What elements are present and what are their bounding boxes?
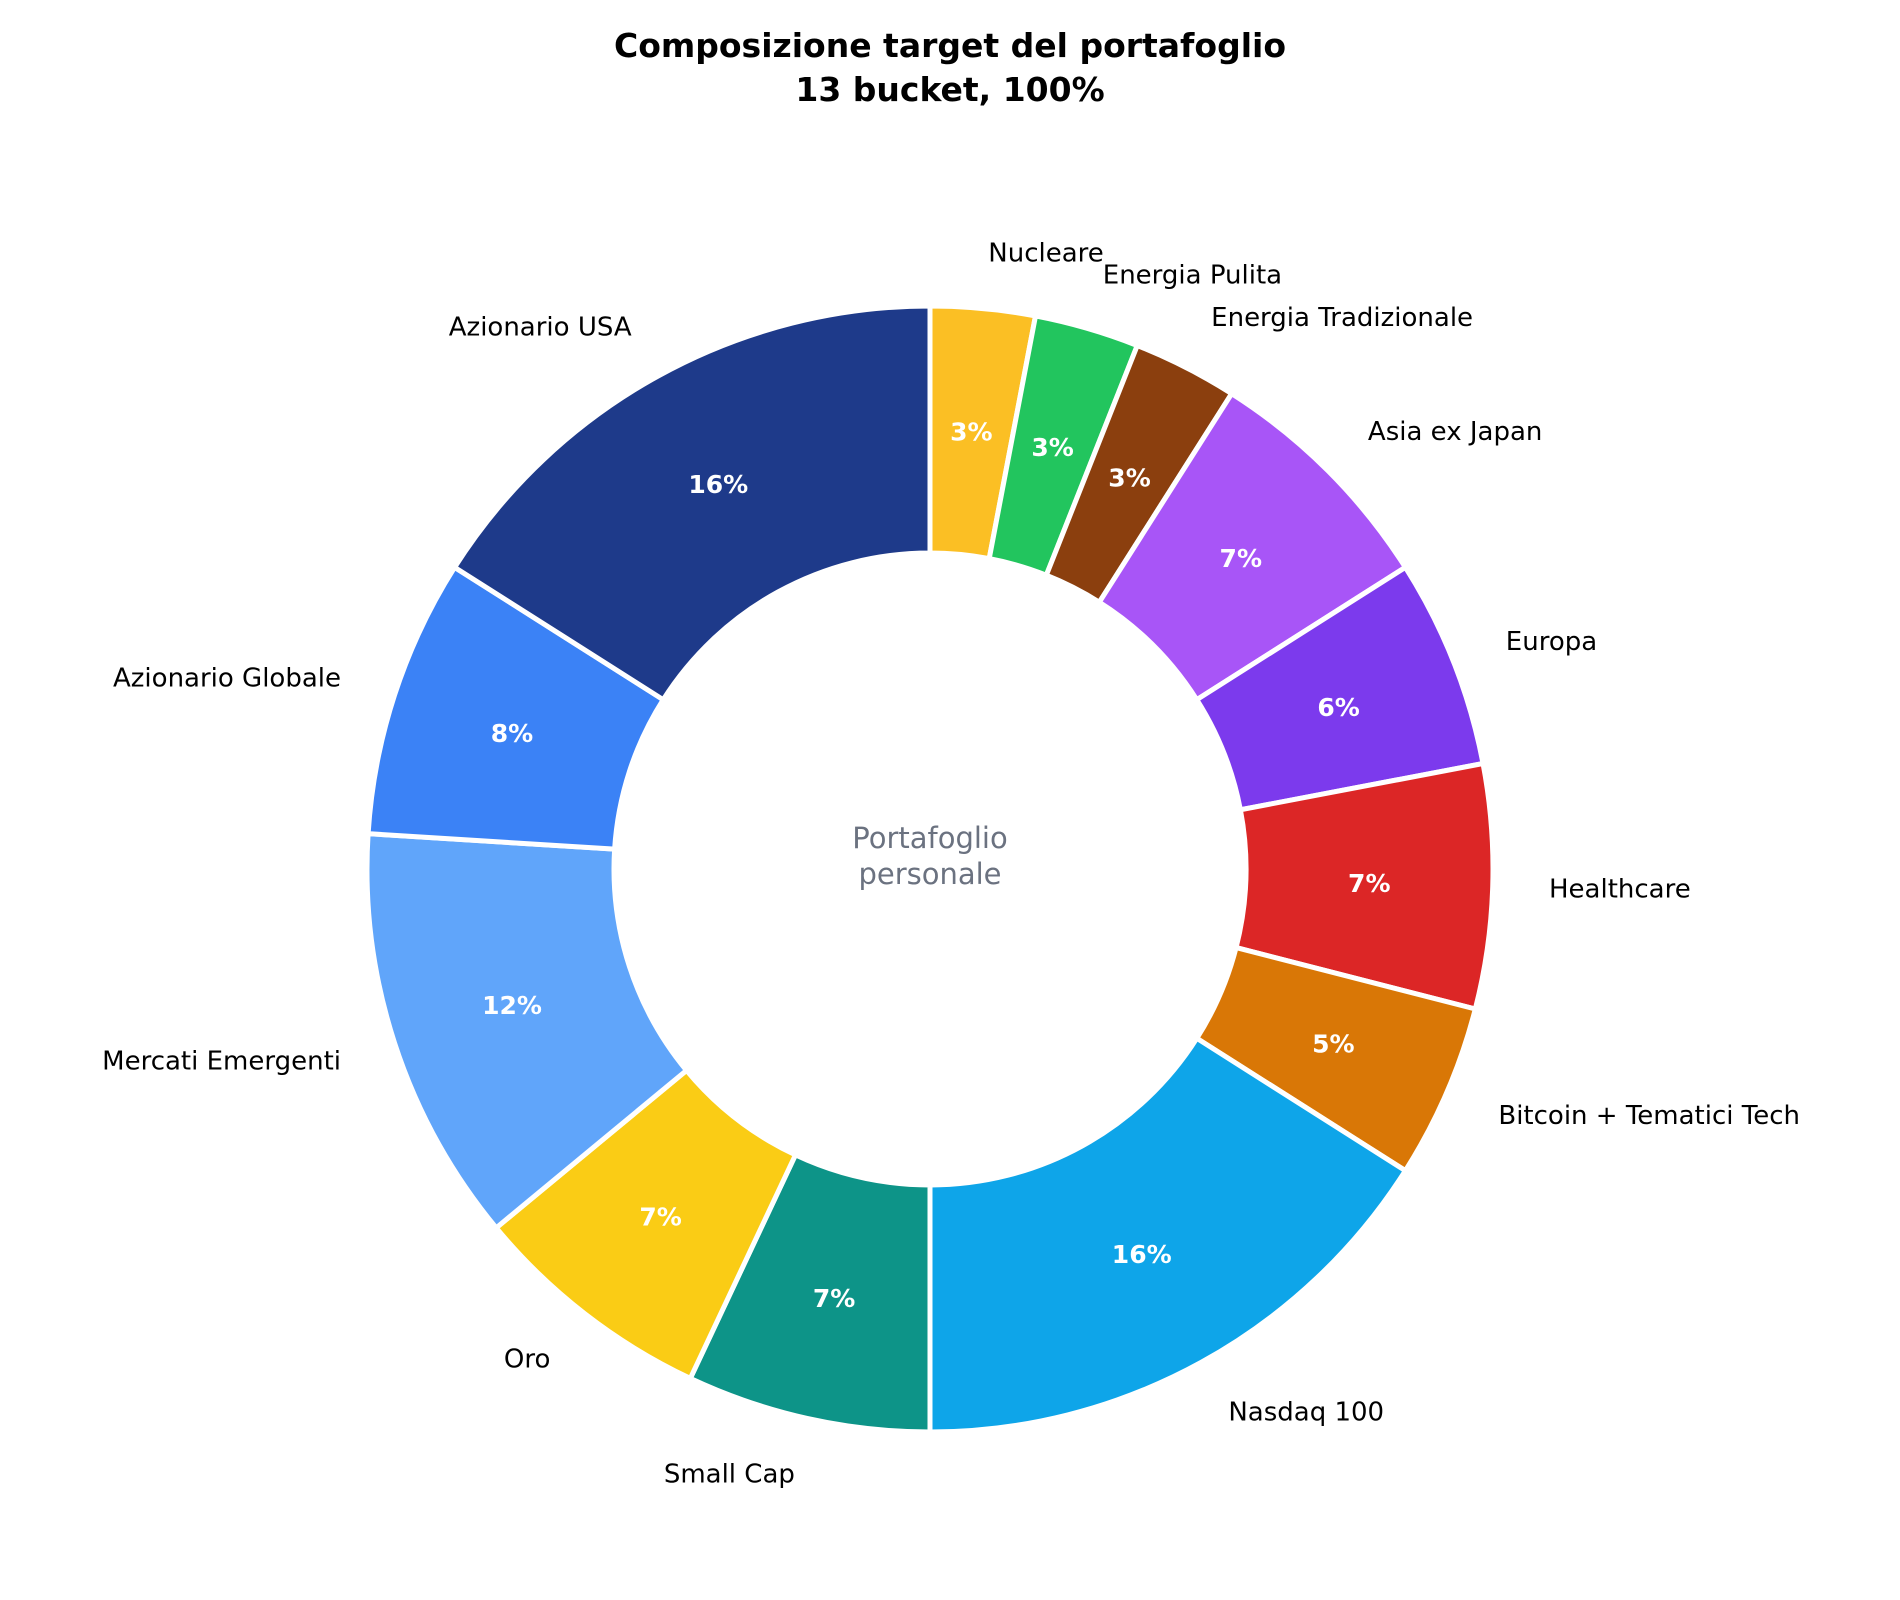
category-label-nucleare: Nucleare (988, 238, 1104, 268)
percent-labels-group: 3% 3% 3% 7% 6% 7% 5% 16% 7% 7% 12% 8% 16% (482, 417, 1390, 1312)
pct-label-bitcoin-tematici-tech: 5% (1312, 1030, 1354, 1059)
category-label-energia-pulita: Energia Pulita (1103, 260, 1282, 290)
pct-label-nasdaq-100: 16% (1112, 1240, 1172, 1269)
pct-label-energia-tradizionale: 3% (1108, 463, 1150, 492)
pct-label-mercati-emergenti: 12% (482, 991, 542, 1020)
pct-label-azionario-globale: 8% (491, 719, 533, 748)
chart-title: Composizione target del portafoglio (613, 26, 1287, 65)
center-label-line1: Portafoglio (852, 821, 1007, 855)
slice-azionario-usa (451, 303, 933, 704)
category-label-oro: Oro (504, 1344, 551, 1374)
category-label-asia-ex-japan: Asia ex Japan (1368, 417, 1542, 447)
pct-label-nucleare: 3% (950, 417, 992, 446)
pct-label-oro: 7% (639, 1202, 681, 1231)
category-label-europa: Europa (1506, 627, 1597, 657)
pct-label-energia-pulita: 3% (1031, 433, 1073, 462)
slice-mercati-emergenti (364, 830, 691, 1232)
category-label-nasdaq-100: Nasdaq 100 (1228, 1398, 1384, 1428)
category-label-mercati-emergenti: Mercati Emergenti (102, 1046, 341, 1076)
pct-label-healthcare: 7% (1348, 869, 1390, 898)
slice-nasdaq-100 (927, 1034, 1409, 1435)
chart-subtitle: 13 bucket, 100% (795, 70, 1105, 109)
center-label-line2: personale (858, 857, 1001, 891)
pct-label-asia-ex-japan: 7% (1220, 544, 1262, 573)
category-label-small-cap: Small Cap (664, 1459, 795, 1489)
category-label-bitcoin-tematici-tech: Bitcoin + Tematici Tech (1498, 1101, 1800, 1131)
slices-group (364, 303, 1496, 1435)
category-label-healthcare: Healthcare (1549, 874, 1691, 904)
category-label-azionario-globale: Azionario Globale (113, 664, 341, 694)
category-label-azionario-usa: Azionario USA (449, 312, 632, 342)
pct-label-azionario-usa: 16% (688, 470, 748, 499)
pct-label-small-cap: 7% (813, 1284, 855, 1313)
pct-label-europa: 6% (1317, 693, 1359, 722)
category-label-energia-tradizionale: Energia Tradizionale (1211, 303, 1473, 333)
